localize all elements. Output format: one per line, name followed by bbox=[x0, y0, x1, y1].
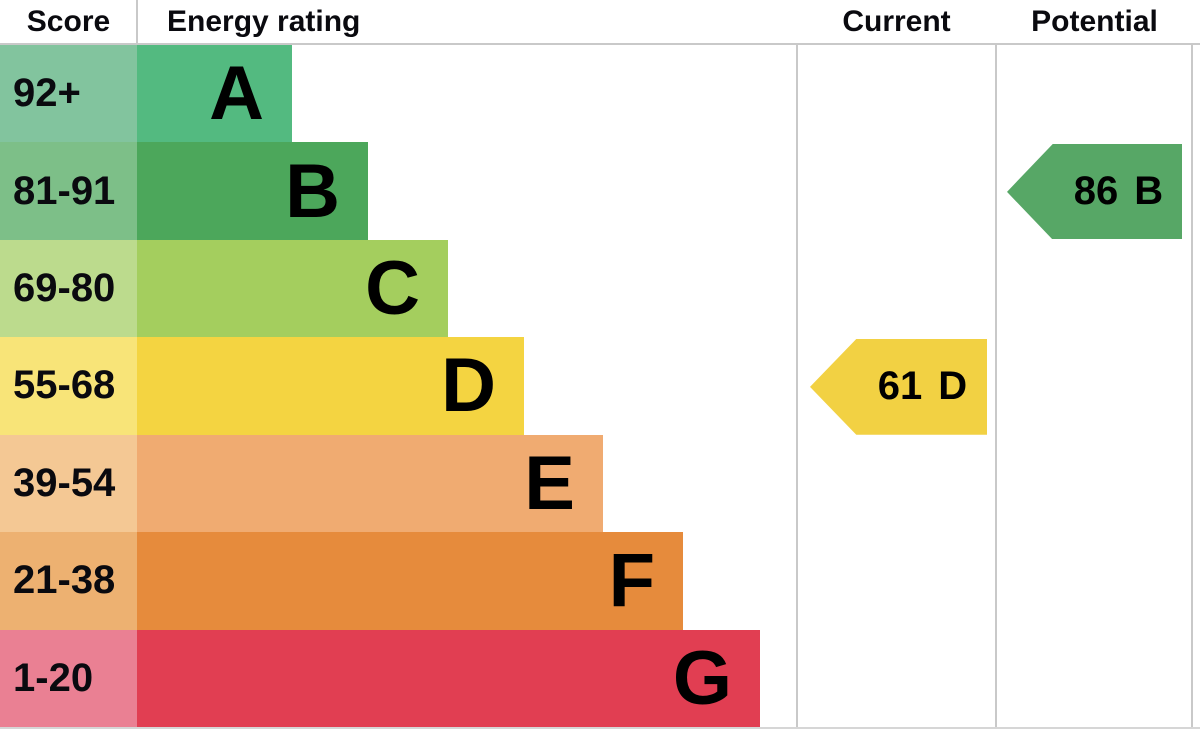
potential-score-value: 86 bbox=[1073, 169, 1119, 214]
score-range-a: 92+ bbox=[0, 45, 137, 143]
band-bar-g: G bbox=[137, 629, 760, 727]
divider-current-potential bbox=[995, 0, 997, 727]
band-row-a: 92+ A bbox=[0, 45, 1200, 143]
current-rating-arrow: 61 D bbox=[810, 339, 987, 435]
potential-band-letter: B bbox=[1134, 169, 1164, 214]
band-bar-f: F bbox=[137, 532, 683, 630]
header-current: Current bbox=[842, 5, 951, 38]
divider-energy-current bbox=[796, 0, 798, 727]
potential-rating-label: 86 B bbox=[1055, 144, 1182, 240]
current-rating-label: 61 D bbox=[858, 339, 987, 435]
header-potential: Potential bbox=[1031, 5, 1158, 38]
band-bar-d: D bbox=[137, 337, 524, 435]
header-energy-rating: Energy rating bbox=[167, 5, 361, 38]
band-bar-b: B bbox=[137, 142, 368, 240]
score-range-g: 1-20 bbox=[0, 629, 137, 727]
band-rows: 92+ A 81-91 B 69-80 C 55-68 D 39-54 E 21-38 F 1-20 G bbox=[0, 45, 1200, 727]
chart-header: Score Energy rating Current Potential bbox=[0, 0, 1200, 45]
score-range-d: 55-68 bbox=[0, 337, 137, 435]
divider-score-energy bbox=[136, 0, 138, 45]
current-band-letter: D bbox=[938, 364, 968, 409]
band-row-c: 69-80 C bbox=[0, 239, 1200, 338]
score-range-b: 81-91 bbox=[0, 142, 137, 240]
current-arrow-shape bbox=[810, 339, 987, 435]
score-range-e: 39-54 bbox=[0, 434, 137, 533]
band-row-g: 1-20 G bbox=[0, 629, 1200, 727]
score-range-f: 21-38 bbox=[0, 532, 137, 630]
current-score-value: 61 bbox=[877, 364, 923, 409]
band-row-e: 39-54 E bbox=[0, 434, 1200, 533]
header-score: Score bbox=[26, 5, 111, 38]
band-row-f: 21-38 F bbox=[0, 532, 1200, 630]
chart-right-border bbox=[1191, 0, 1193, 727]
band-bar-a: A bbox=[137, 45, 292, 143]
score-range-c: 69-80 bbox=[0, 239, 137, 338]
band-row-d: 55-68 D bbox=[0, 337, 1200, 435]
band-bar-e: E bbox=[137, 434, 603, 533]
band-bar-c: C bbox=[137, 239, 448, 338]
potential-rating-arrow: 86 B bbox=[1007, 143, 1182, 240]
potential-arrow-shape bbox=[1007, 143, 1182, 240]
band-row-b: 81-91 B bbox=[0, 142, 1200, 240]
